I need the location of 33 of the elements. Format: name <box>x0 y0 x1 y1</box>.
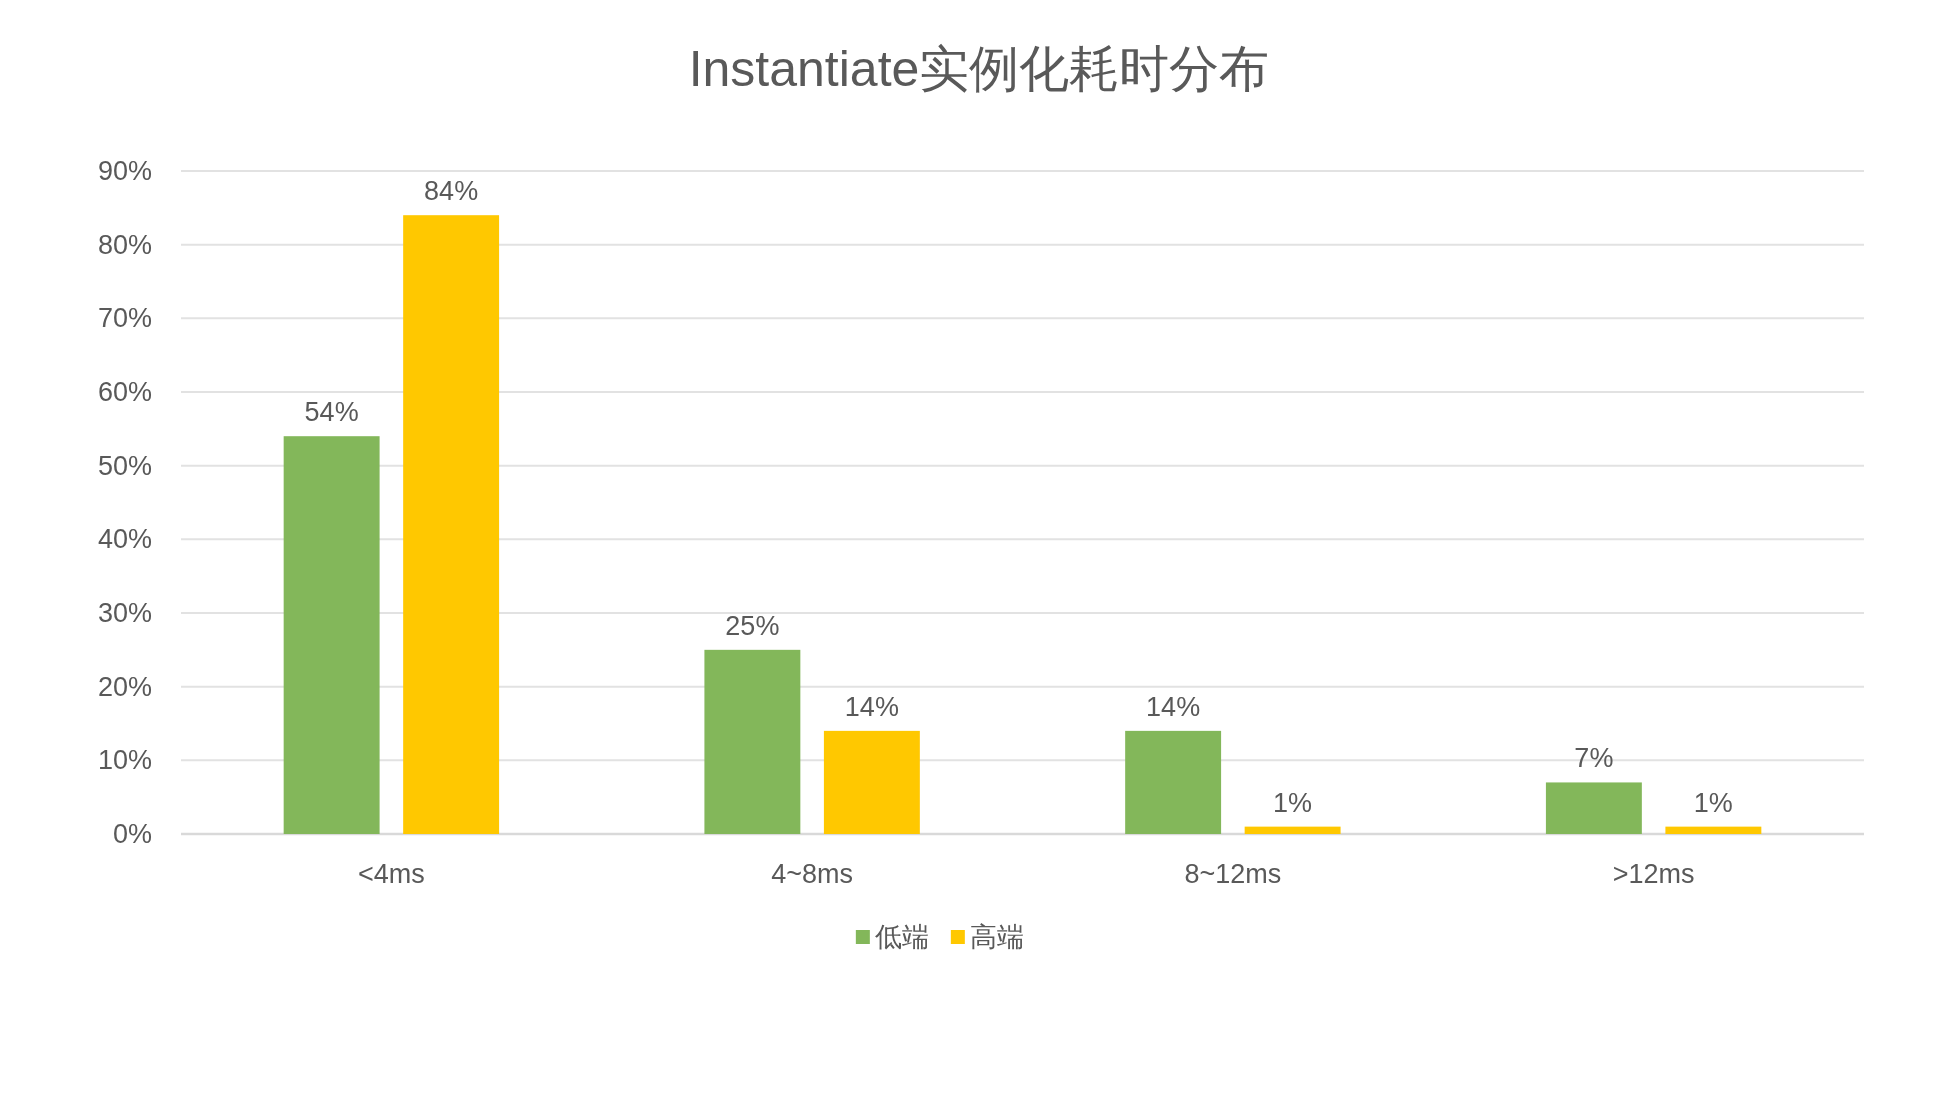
y-tick-label: 30% <box>97 598 152 628</box>
y-tick-label: 40% <box>97 524 152 555</box>
bar <box>823 730 920 834</box>
data-label: 25% <box>725 610 780 641</box>
x-tick-label: <4ms <box>357 859 425 889</box>
x-tick-label: >12ms <box>1612 859 1695 889</box>
x-tick-label: 4~8ms <box>771 859 854 889</box>
bar <box>283 436 380 834</box>
data-label: 1% <box>1273 787 1313 818</box>
bar <box>1545 782 1642 834</box>
legend-label: 高端 <box>969 922 1024 952</box>
data-label: 54% <box>304 397 359 428</box>
data-label: 84% <box>424 176 479 207</box>
y-tick-label: 90% <box>97 156 152 186</box>
x-tick-label: 8~12ms <box>1184 859 1282 889</box>
data-label: 14% <box>844 691 899 722</box>
y-tick-label: 80% <box>97 229 152 260</box>
bar <box>403 215 500 834</box>
y-tick-label: 60% <box>97 377 152 407</box>
data-label: 7% <box>1574 743 1614 774</box>
bar <box>1665 826 1762 834</box>
bar <box>704 649 801 834</box>
y-tick-label: 0% <box>112 819 152 849</box>
y-tick-label: 70% <box>97 303 152 334</box>
y-tick-label: 10% <box>97 745 152 776</box>
chart-title: Instantiate实例化耗时分布 <box>688 41 1270 97</box>
y-tick-label: 20% <box>97 671 152 702</box>
data-label: 14% <box>1146 691 1201 722</box>
bar <box>1125 730 1222 834</box>
bar <box>1244 826 1341 834</box>
legend-label: 低端 <box>874 922 929 952</box>
y-tick-label: 50% <box>97 450 152 481</box>
data-label: 1% <box>1693 787 1733 818</box>
